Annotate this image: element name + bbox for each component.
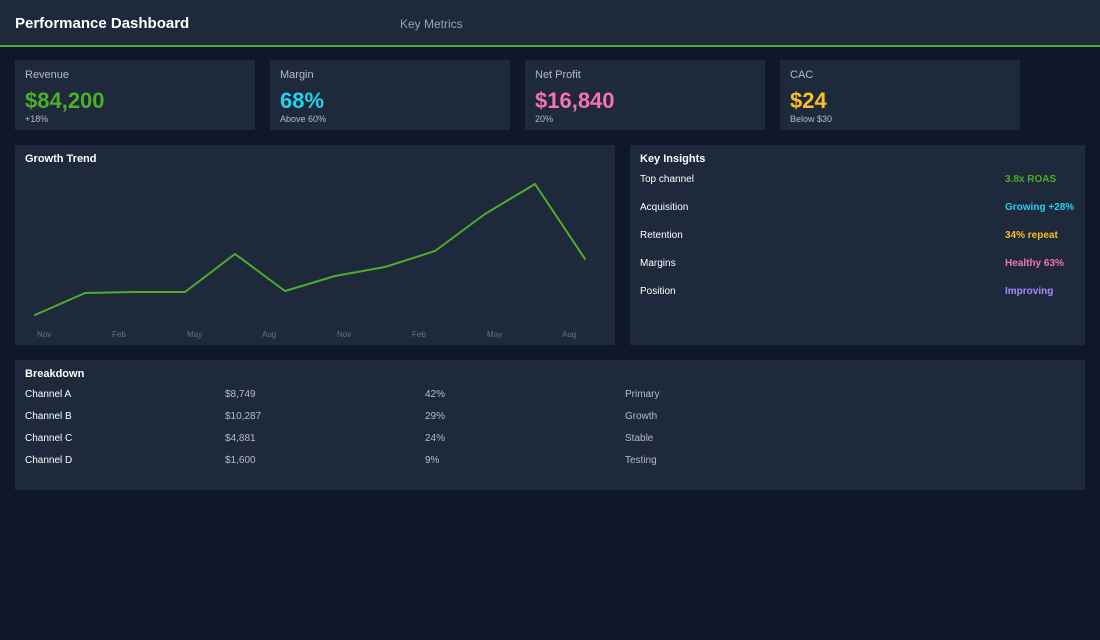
growth-data-point xyxy=(84,292,86,294)
kpi-value: $16,840 xyxy=(535,88,615,113)
insight-value-position: Improving xyxy=(1005,286,1054,297)
channel-name: Channel A xyxy=(25,389,72,400)
x-tick-label: Aug xyxy=(562,330,576,339)
kpi-value: $24 xyxy=(790,88,827,113)
kpi-card-margin: Margin 68% Above 60% xyxy=(270,60,510,130)
page-title: Performance Dashboard xyxy=(15,15,190,32)
channel-share: 9% xyxy=(425,455,440,466)
channel-share: 42% xyxy=(425,389,446,400)
growth-data-point xyxy=(184,291,186,293)
growth-data-point xyxy=(384,266,386,268)
growth-data-point xyxy=(34,314,36,316)
kpi-subtext: 20% xyxy=(535,114,554,124)
channel-amount: $4,881 xyxy=(225,433,256,444)
channel-status: Testing xyxy=(625,455,657,466)
growth-data-point xyxy=(334,275,336,277)
top-bar: Performance Dashboard Key Metrics xyxy=(0,0,1100,47)
growth-data-point xyxy=(484,213,486,215)
table-row: Channel A $8,749 42% Primary xyxy=(15,389,1085,403)
growth-data-point xyxy=(234,253,236,255)
channel-amount: $1,600 xyxy=(225,455,256,466)
growth-data-point xyxy=(434,250,436,252)
channel-name: Channel C xyxy=(25,433,73,444)
insights-title: Key Insights xyxy=(640,153,706,165)
growth-data-point xyxy=(284,290,286,292)
x-tick-label: May xyxy=(187,330,202,339)
x-tick-label: Aug xyxy=(262,330,276,339)
channel-amount: $10,287 xyxy=(225,411,262,422)
kpi-subtext: +18% xyxy=(25,114,49,124)
breakdown-title: Breakdown xyxy=(25,368,85,380)
kpi-value: $84,200 xyxy=(25,88,105,113)
chart-title: Growth Trend xyxy=(25,153,97,165)
channel-amount: $8,749 xyxy=(225,389,256,400)
channel-name: Channel D xyxy=(25,455,73,466)
growth-trend-panel: Nov Feb May Aug Nov Feb May Aug Growth Trend xyxy=(15,145,615,345)
x-tick-label: Nov xyxy=(37,330,51,339)
kpi-label: CAC xyxy=(790,69,814,81)
kpi-label: Net Profit xyxy=(535,69,581,81)
insight-value-margins: Healthy 63% xyxy=(1005,258,1064,269)
channel-name: Channel B xyxy=(25,411,72,422)
channel-status: Primary xyxy=(625,389,660,400)
insight-value-retention: 34% repeat xyxy=(1005,230,1058,241)
growth-data-point xyxy=(534,183,536,185)
kpi-card-cac: CAC $24 Below $30 xyxy=(780,60,1020,130)
channel-share: 29% xyxy=(425,411,446,422)
insight-label-top-channel: Top channel xyxy=(640,174,694,185)
x-tick-label: Nov xyxy=(337,330,351,339)
x-tick-label: Feb xyxy=(112,330,126,339)
table-row: Channel C $4,881 24% Stable xyxy=(15,433,1085,447)
x-tick-label: Feb xyxy=(412,330,426,339)
insight-label-margins: Margins xyxy=(640,258,676,269)
growth-data-point xyxy=(584,258,586,260)
insight-value-top-channel: 3.8x ROAS xyxy=(1005,174,1057,185)
insight-label-position: Position xyxy=(640,286,676,297)
insight-label-acquisition: Acquisition xyxy=(640,202,689,213)
insight-label-retention: Retention xyxy=(640,230,683,241)
growth-data-point xyxy=(134,291,136,293)
breakdown-panel: Breakdown Channel A $8,749 42% Primary C… xyxy=(15,360,1085,490)
kpi-subtext: Above 60% xyxy=(280,114,327,124)
channel-status: Growth xyxy=(625,411,658,422)
kpi-card-net-profit: Net Profit $16,840 20% xyxy=(525,60,765,130)
growth-trend-chart: Nov Feb May Aug Nov Feb May Aug xyxy=(34,183,586,339)
tab-key-metrics[interactable]: Key Metrics xyxy=(400,17,463,31)
kpi-subtext: Below $30 xyxy=(790,114,833,124)
table-row: Channel D $1,600 9% Testing xyxy=(15,455,1085,469)
table-row: Channel B $10,287 29% Growth xyxy=(15,411,1085,425)
key-insights-panel: Key Insights Top channel 3.8x ROAS Acqui… xyxy=(630,145,1085,345)
channel-status: Stable xyxy=(625,433,654,444)
insight-value-acquisition: Growing +28% xyxy=(1005,202,1075,213)
growth-series-line xyxy=(34,183,586,316)
channel-share: 24% xyxy=(425,433,446,444)
kpi-value: 68% xyxy=(280,88,325,113)
kpi-label: Revenue xyxy=(25,69,70,81)
kpi-label: Margin xyxy=(280,69,314,81)
kpi-card-revenue: Revenue $84,200 +18% xyxy=(15,60,255,130)
x-tick-label: May xyxy=(487,330,502,339)
